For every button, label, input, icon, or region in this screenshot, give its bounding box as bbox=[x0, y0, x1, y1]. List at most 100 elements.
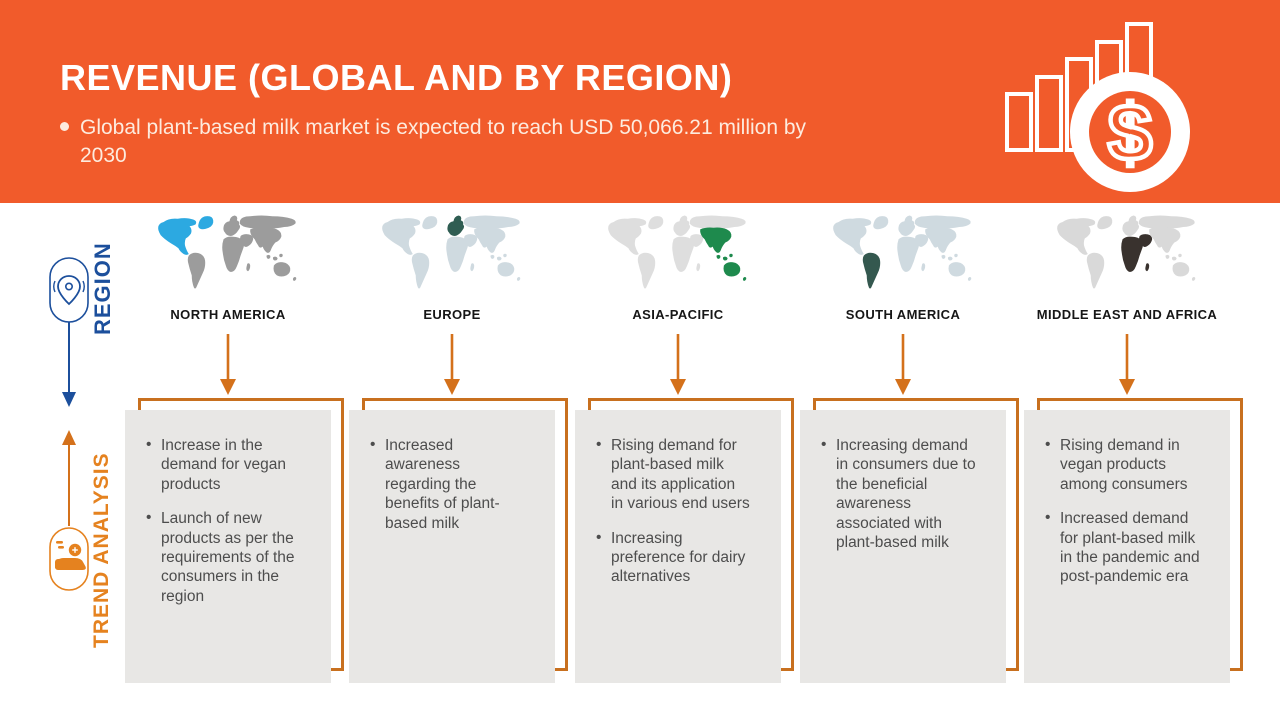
map-region-greenland bbox=[198, 216, 214, 230]
world-map bbox=[608, 215, 747, 289]
map-region-middleeast bbox=[914, 234, 929, 248]
card-body: Rising demand in vegan products among co… bbox=[1024, 410, 1230, 683]
bar-chart-dollar-icon: $ bbox=[1005, 22, 1190, 192]
map-region-europe bbox=[898, 215, 916, 236]
map-region-southamerica bbox=[187, 252, 206, 289]
map-region-australia bbox=[273, 262, 291, 277]
region-label: EUROPE bbox=[423, 307, 481, 322]
map-region-madagascar bbox=[1145, 263, 1150, 272]
map-region-greenland bbox=[1097, 216, 1113, 230]
hand-coin-icon bbox=[49, 527, 89, 591]
map-region-nz bbox=[742, 276, 747, 281]
map-region-madagascar bbox=[696, 263, 701, 272]
map-region-greenland bbox=[648, 216, 664, 230]
trend-card: Rising demand for plant-based milk and i… bbox=[575, 398, 794, 683]
down-arrow-icon bbox=[670, 334, 686, 395]
map-region-northamerica bbox=[608, 218, 647, 255]
map-region-africa bbox=[446, 236, 469, 273]
card-body: Increasing demand in consumers due to th… bbox=[800, 410, 1006, 683]
trend-up-arrow-icon bbox=[62, 430, 76, 526]
map-region-europe bbox=[673, 215, 691, 236]
map-region-australia bbox=[1172, 262, 1190, 277]
trend-list: Rising demand for plant-based milk and i… bbox=[575, 410, 781, 587]
region-column: SOUTH AMERICA Increasing demand in consu… bbox=[800, 205, 1019, 685]
world-map bbox=[382, 215, 521, 289]
map-region-seislands bbox=[1165, 253, 1182, 261]
region-label: MIDDLE EAST AND AFRICA bbox=[1036, 307, 1218, 322]
header-band: REVENUE (GLOBAL AND BY REGION) Global pl… bbox=[0, 0, 1280, 203]
map-region-madagascar bbox=[921, 263, 926, 272]
map-region-russia bbox=[689, 215, 746, 229]
map-region-asia bbox=[925, 227, 957, 253]
map-region-northamerica bbox=[833, 218, 872, 255]
card-body: Rising demand for plant-based milk and i… bbox=[575, 410, 781, 683]
map-region-middleeast bbox=[1138, 234, 1153, 248]
map-region-southamerica bbox=[1086, 252, 1105, 289]
subtitle-text: Global plant-based milk market is expect… bbox=[80, 116, 807, 167]
map-region-middleeast bbox=[239, 234, 254, 248]
map-region-nz bbox=[516, 276, 521, 281]
card-body: Increased awareness regarding the benefi… bbox=[349, 410, 555, 683]
map-region-northamerica bbox=[1057, 218, 1096, 255]
map-region-africa bbox=[222, 236, 245, 273]
down-arrow-icon bbox=[1119, 334, 1135, 395]
header-subtitle: Global plant-based milk market is expect… bbox=[60, 114, 820, 170]
map-region-greenland bbox=[873, 216, 889, 230]
bullet-dot bbox=[60, 122, 69, 131]
trend-item: Increasing demand in consumers due to th… bbox=[820, 435, 976, 552]
map-region-nz bbox=[967, 276, 972, 281]
card-body: Increase in the demand for vegan product… bbox=[125, 410, 331, 683]
map-region-southamerica bbox=[862, 252, 881, 289]
region-label: ASIA-PACIFIC bbox=[632, 307, 724, 322]
location-pin-icon bbox=[49, 257, 89, 323]
map-region-europe bbox=[447, 215, 465, 236]
map-region-africa bbox=[1121, 236, 1144, 273]
down-arrow-icon bbox=[444, 334, 460, 395]
map-region-southamerica bbox=[411, 252, 430, 289]
map-region-russia bbox=[239, 215, 296, 229]
map-region-madagascar bbox=[470, 263, 475, 272]
map-region-southamerica bbox=[637, 252, 656, 289]
region-column: NORTH AMERICA Increase in the demand for… bbox=[125, 205, 344, 685]
region-axis-label: REGION bbox=[90, 242, 115, 336]
map-region-northamerica bbox=[158, 218, 197, 255]
region-column: MIDDLE EAST AND AFRICA Rising demand in … bbox=[1024, 205, 1243, 685]
map-region-seislands bbox=[716, 253, 733, 261]
trend-item: Rising demand for plant-based milk and i… bbox=[595, 435, 751, 514]
map-region-europe bbox=[223, 215, 241, 236]
trend-list: Increasing demand in consumers due to th… bbox=[800, 410, 1006, 552]
map-region-asia bbox=[250, 227, 282, 253]
map-region-asia bbox=[474, 227, 506, 253]
trend-item: Increased awareness regarding the benefi… bbox=[369, 435, 525, 533]
region-label: SOUTH AMERICA bbox=[845, 307, 961, 322]
map-region-seislands bbox=[941, 253, 958, 261]
trend-item: Increased demand for plant-based milk in… bbox=[1044, 508, 1200, 587]
map-region-asia bbox=[700, 227, 732, 253]
map-region-seislands bbox=[490, 253, 507, 261]
map-region-nz bbox=[1191, 276, 1196, 281]
trend-item: Increase in the demand for vegan product… bbox=[145, 435, 301, 494]
trend-item: Rising demand in vegan products among co… bbox=[1044, 435, 1200, 494]
map-region-nz bbox=[292, 276, 297, 281]
trend-card: Increase in the demand for vegan product… bbox=[125, 398, 344, 683]
trend-card: Increasing demand in consumers due to th… bbox=[800, 398, 1019, 683]
trend-card: Rising demand in vegan products among co… bbox=[1024, 398, 1243, 683]
map-region-middleeast bbox=[689, 234, 704, 248]
trend-list: Rising demand in vegan products among co… bbox=[1024, 410, 1230, 587]
map-region-australia bbox=[497, 262, 515, 277]
map-region-russia bbox=[1138, 215, 1195, 229]
map-region-africa bbox=[672, 236, 695, 273]
map-region-australia bbox=[723, 262, 741, 277]
map-region-middleeast bbox=[463, 234, 478, 248]
map-region-greenland bbox=[422, 216, 438, 230]
map-region-russia bbox=[463, 215, 520, 229]
region-column: EUROPE Increased awareness regarding the… bbox=[349, 205, 568, 685]
map-region-madagascar bbox=[246, 263, 251, 272]
region-label: NORTH AMERICA bbox=[170, 307, 286, 322]
map-region-africa bbox=[897, 236, 920, 273]
world-map bbox=[833, 215, 972, 289]
region-down-arrow-icon bbox=[62, 322, 76, 407]
trend-item: Increasing preference for dairy alternat… bbox=[595, 527, 751, 587]
map-region-asia bbox=[1149, 227, 1181, 253]
